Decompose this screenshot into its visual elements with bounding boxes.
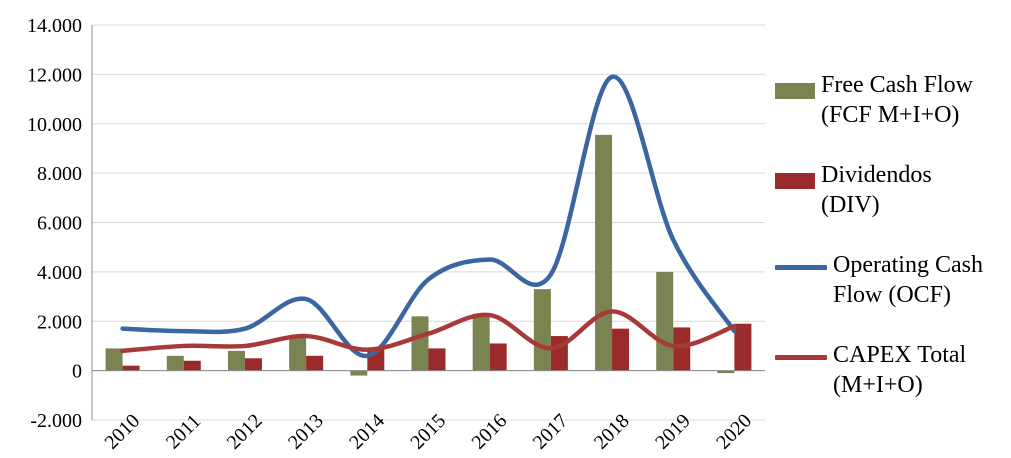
bars bbox=[105, 134, 752, 376]
x-tick-label: 2011 bbox=[162, 410, 205, 453]
bar-div bbox=[428, 348, 446, 371]
x-tick-label: 2012 bbox=[223, 410, 267, 454]
x-tick-label: 2016 bbox=[468, 410, 512, 454]
series-lines bbox=[120, 74, 737, 359]
bar-div bbox=[734, 323, 752, 371]
y-tick-label: 6.000 bbox=[37, 213, 82, 235]
capex-line bbox=[120, 309, 737, 354]
x-tick-label: 2010 bbox=[100, 410, 144, 454]
legend-swatch-div bbox=[775, 173, 815, 189]
bar-fcf bbox=[472, 313, 490, 371]
x-tick-label: 2015 bbox=[406, 410, 450, 454]
legend-label-fcf-line1: Free Cash Flow bbox=[821, 72, 973, 98]
legend-label-capex: CAPEX Total (M+I+O) bbox=[833, 340, 966, 400]
bar-fcf bbox=[533, 289, 551, 371]
legend-item-fcf: Free Cash Flow (FCF M+I+O) bbox=[775, 70, 1007, 130]
y-tick-label: -2.000 bbox=[30, 410, 82, 432]
legend-item-ocf: Operating Cash Flow (OCF) bbox=[775, 250, 1007, 310]
y-tick-label: 8.000 bbox=[37, 163, 82, 185]
legend-label-div-line2: (DIV) bbox=[821, 192, 880, 218]
x-tick-label: 2019 bbox=[651, 410, 695, 454]
legend-label-div: Dividendos (DIV) bbox=[821, 160, 932, 220]
bar-div bbox=[183, 360, 201, 371]
legend-label-fcf: Free Cash Flow (FCF M+I+O) bbox=[821, 70, 973, 130]
legend-label-div-line1: Dividendos bbox=[821, 162, 932, 188]
y-tick-label: 10.000 bbox=[27, 114, 82, 136]
legend-label-capex-line2: (M+I+O) bbox=[833, 372, 923, 398]
legend-label-ocf-line2: Flow (OCF) bbox=[833, 282, 952, 308]
x-tick-label: 2017 bbox=[529, 410, 573, 454]
x-tick-labels: 2010 2011 2012 2013 2014 2015 2016 2017 2018 2019… bbox=[100, 410, 756, 454]
y-tick-label: 14.000 bbox=[27, 15, 82, 37]
legend-swatch-fcf bbox=[775, 83, 815, 99]
x-tick-label: 2013 bbox=[284, 410, 328, 454]
bar-div bbox=[673, 327, 691, 371]
ocf-line bbox=[120, 74, 737, 359]
bar-fcf bbox=[656, 271, 674, 371]
bar-div bbox=[612, 328, 630, 371]
bar-fcf bbox=[350, 370, 368, 376]
legend-label-fcf-line2: (FCF M+I+O) bbox=[821, 102, 960, 128]
legend-swatch-ocf bbox=[775, 265, 827, 270]
y-tick-label: 12.000 bbox=[27, 64, 82, 86]
bar-fcf bbox=[105, 348, 123, 371]
bar-fcf bbox=[227, 350, 245, 371]
legend-item-div: Dividendos (DIV) bbox=[775, 160, 1007, 220]
axes bbox=[91, 25, 765, 420]
bar-fcf bbox=[289, 336, 307, 371]
y-tick-labels: -2.000 0 2.000 4.000 6.000 8.000 10.000 12.000 1… bbox=[27, 15, 82, 432]
legend: Free Cash Flow (FCF M+I+O) Dividendos (D… bbox=[775, 70, 1007, 430]
y-tick-label: 4.000 bbox=[37, 262, 82, 284]
legend-label-ocf: Operating Cash Flow (OCF) bbox=[833, 250, 983, 310]
bar-fcf bbox=[411, 316, 429, 371]
x-tick-label: 2018 bbox=[590, 410, 634, 454]
y-tick-label: 2.000 bbox=[37, 311, 82, 333]
bar-fcf bbox=[166, 355, 184, 371]
legend-label-ocf-line1: Operating Cash bbox=[833, 252, 983, 278]
legend-swatch-capex bbox=[775, 355, 827, 360]
x-tick-label: 2014 bbox=[345, 410, 389, 454]
bar-div bbox=[244, 358, 262, 371]
bar-div bbox=[122, 365, 140, 371]
legend-label-capex-line1: CAPEX Total bbox=[833, 342, 967, 368]
y-tick-label: 0 bbox=[72, 361, 82, 383]
legend-item-capex: CAPEX Total (M+I+O) bbox=[775, 340, 1007, 400]
bar-fcf bbox=[595, 134, 613, 371]
bar-fcf bbox=[717, 370, 735, 374]
bar-div bbox=[306, 355, 324, 371]
x-tick-label: 2020 bbox=[712, 410, 756, 454]
bar-div bbox=[489, 343, 507, 371]
